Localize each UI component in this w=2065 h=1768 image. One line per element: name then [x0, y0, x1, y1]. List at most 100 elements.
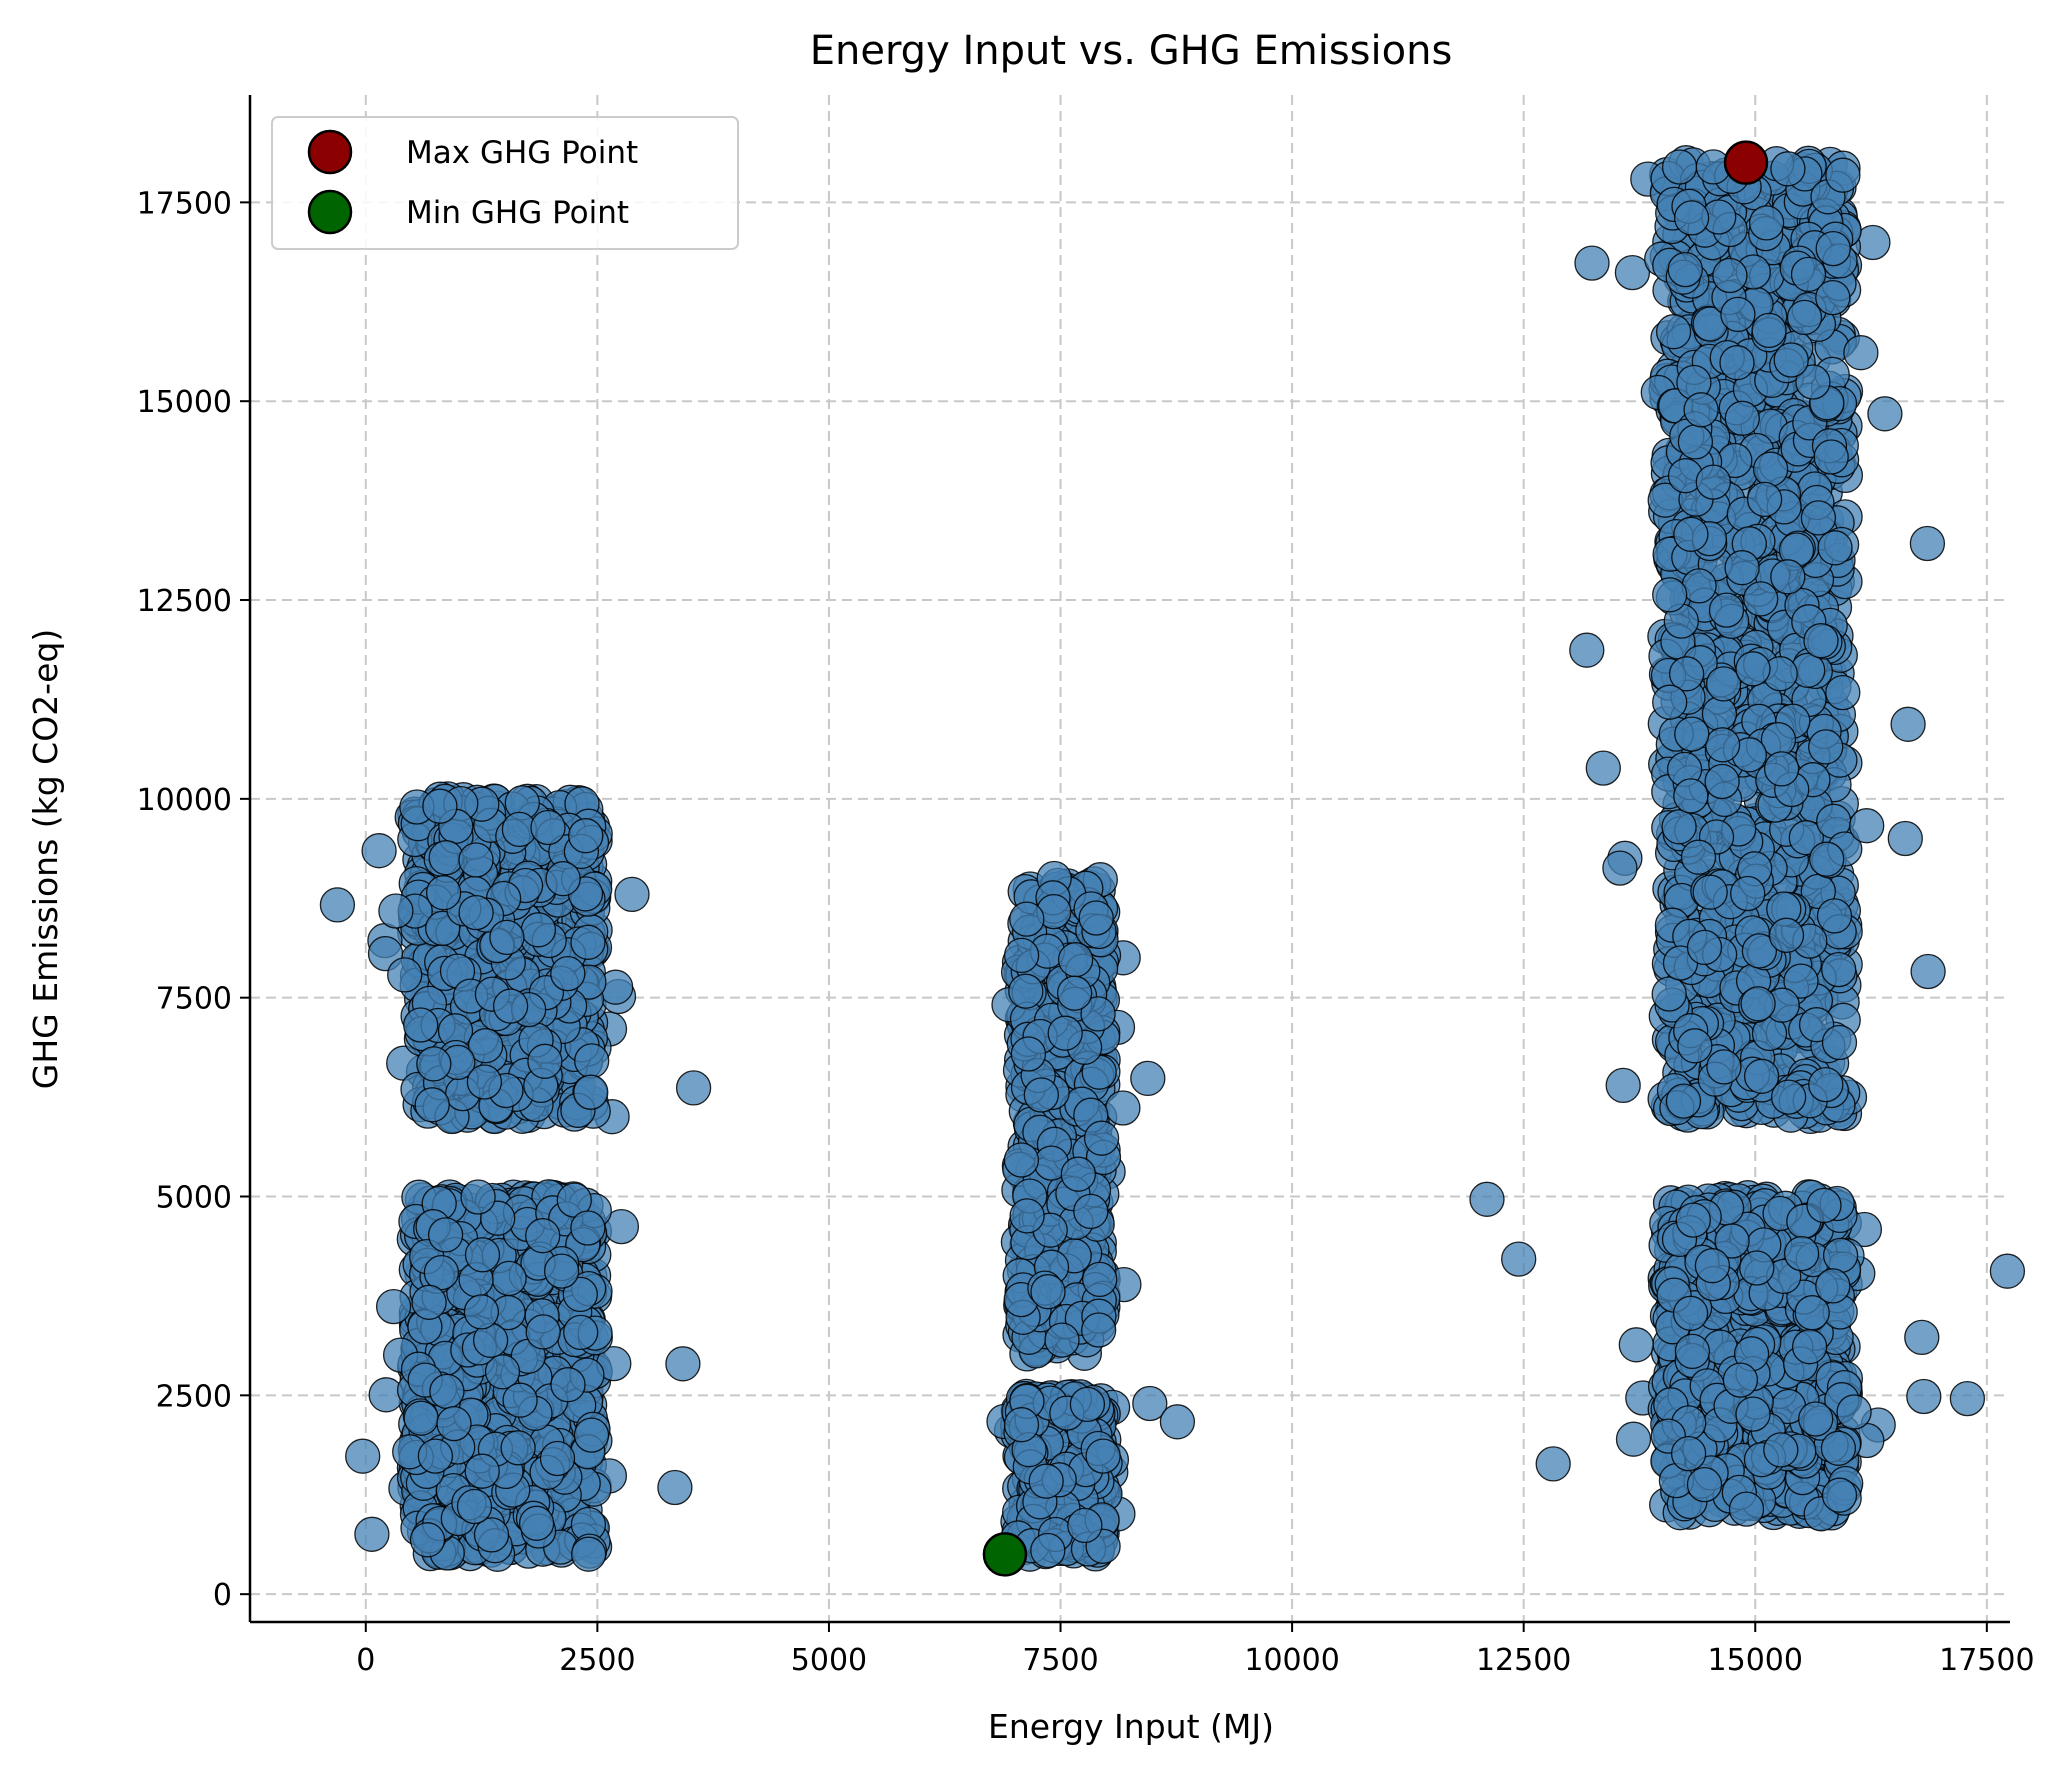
data-point — [539, 1440, 576, 1477]
data-point — [614, 876, 650, 913]
data-point — [1822, 1237, 1859, 1274]
x-tick-label: 12500 — [1476, 1643, 1571, 1678]
data-point — [1728, 1491, 1765, 1527]
data-point — [473, 1517, 510, 1553]
data-point — [543, 1253, 580, 1289]
data-point — [550, 955, 586, 992]
data-point — [1783, 1235, 1820, 1272]
data-point — [378, 893, 414, 929]
data-point — [1712, 257, 1748, 294]
data-point — [1605, 1067, 1641, 1104]
data-point — [1681, 568, 1717, 604]
data-point — [1705, 666, 1742, 702]
data-point — [1694, 1248, 1731, 1284]
data-point — [520, 912, 557, 948]
data-point — [403, 1400, 439, 1436]
x-tick-label: 15000 — [1708, 1643, 1803, 1678]
x-tick-label: 5000 — [791, 1643, 867, 1678]
data-point — [1704, 727, 1741, 763]
data-point — [1602, 850, 1638, 886]
data-point — [409, 1522, 446, 1558]
data-point — [1655, 314, 1692, 350]
data-point — [1009, 901, 1045, 937]
data-point — [530, 809, 566, 846]
x-tick-label: 10000 — [1244, 1643, 1339, 1678]
data-point — [1708, 592, 1745, 628]
data-point — [464, 1237, 501, 1273]
data-point — [525, 1314, 561, 1350]
data-point — [1661, 149, 1698, 185]
y-tick-label: 0 — [213, 1578, 232, 1613]
data-point — [500, 1430, 536, 1466]
data-point — [1770, 151, 1806, 187]
data-point — [1763, 1432, 1799, 1468]
data-point — [1809, 841, 1845, 877]
y-tick-label: 17500 — [137, 186, 232, 221]
data-point — [1673, 516, 1709, 552]
chart-title: Energy Input vs. GHG Emissions — [810, 28, 1453, 74]
data-point — [1028, 1463, 1064, 1499]
data-point — [1674, 1333, 1711, 1370]
y-tick-label: 7500 — [156, 982, 232, 1017]
data-point — [456, 1488, 493, 1525]
data-point — [1469, 1181, 1505, 1217]
data-point — [1501, 1241, 1537, 1277]
data-point — [1030, 1274, 1066, 1310]
data-point — [484, 1354, 521, 1390]
data-point — [1740, 986, 1776, 1022]
data-point — [562, 1276, 598, 1313]
max-ghg-point — [1723, 140, 1769, 185]
data-point — [1569, 632, 1605, 668]
x-axis-title: Energy Input (MJ) — [988, 1707, 1274, 1746]
data-point — [574, 1043, 610, 1079]
data-point — [1816, 898, 1853, 934]
legend-marker-max — [307, 129, 353, 175]
data-point — [527, 1043, 563, 1079]
data-point — [1674, 716, 1710, 752]
data-point — [1815, 279, 1851, 316]
data-point — [1817, 530, 1853, 566]
data-point — [568, 818, 604, 854]
data-point — [1763, 751, 1800, 787]
data-point — [1949, 1380, 1986, 1417]
data-point — [1989, 1253, 2026, 1289]
data-point — [1056, 975, 1093, 1011]
legend-label-min: Min GHG Point — [406, 195, 629, 231]
data-point — [1661, 809, 1697, 845]
x-tick-label: 0 — [356, 1643, 375, 1678]
data-point — [1815, 230, 1851, 267]
data-point — [423, 1254, 460, 1291]
data-point — [1786, 299, 1823, 336]
data-point — [1906, 1378, 1942, 1415]
data-point — [464, 1453, 500, 1489]
data-point — [361, 833, 397, 869]
data-point — [1003, 937, 1040, 974]
data-point — [1692, 874, 1728, 910]
data-point — [422, 788, 458, 824]
data-point — [1083, 1120, 1120, 1156]
data-point — [428, 840, 464, 876]
data-point — [1887, 820, 1923, 857]
data-point — [1706, 1049, 1742, 1085]
data-point — [675, 1070, 712, 1106]
data-point — [1798, 1401, 1834, 1437]
data-point — [489, 919, 525, 956]
data-point — [1743, 581, 1779, 617]
data-point — [1813, 439, 1849, 475]
data-point — [491, 1260, 527, 1297]
data-point — [1808, 1066, 1844, 1103]
data-point — [1003, 1142, 1040, 1178]
x-tick-label: 2500 — [559, 1643, 635, 1678]
data-point — [1085, 1438, 1121, 1474]
data-point — [1667, 251, 1703, 288]
data-point — [1073, 1193, 1109, 1230]
data-point — [1159, 1404, 1196, 1440]
data-point — [1615, 1421, 1652, 1457]
data-point — [502, 1382, 538, 1418]
data-point — [354, 1516, 390, 1552]
legend-marker-min — [307, 189, 353, 235]
data-point — [1686, 1466, 1723, 1503]
data-point — [1701, 696, 1738, 732]
data-point — [1867, 396, 1903, 432]
